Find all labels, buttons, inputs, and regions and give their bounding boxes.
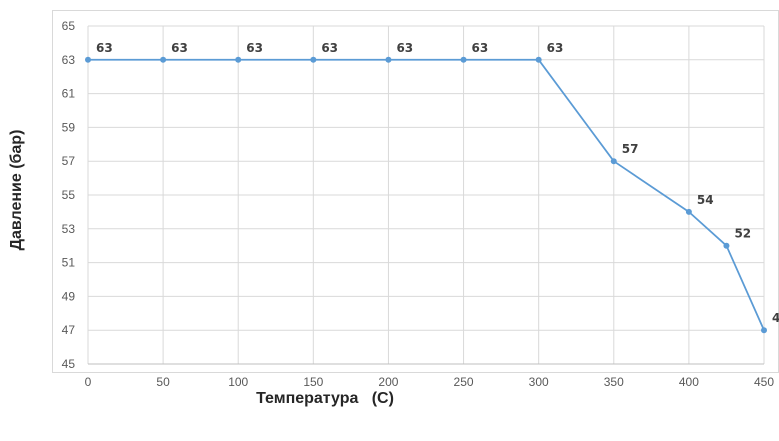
data-label: 63 <box>321 41 338 55</box>
data-point <box>535 56 542 63</box>
x-tick-label: 400 <box>679 375 699 389</box>
x-tick-label: 200 <box>378 375 398 389</box>
data-label: 63 <box>472 41 489 55</box>
x-tick-label: 150 <box>303 375 323 389</box>
y-tick-label: 45 <box>62 357 76 371</box>
data-label: 63 <box>96 41 113 55</box>
gridlines <box>87 25 765 364</box>
x-axis-title: Температура (С) <box>256 390 394 407</box>
data-label: 63 <box>171 41 188 55</box>
data-label: 63 <box>246 41 263 55</box>
data-label: 47 <box>772 311 779 325</box>
data-label: 54 <box>697 193 714 207</box>
data-label: 57 <box>622 142 639 156</box>
y-tick-label: 49 <box>62 289 76 303</box>
data-label: 63 <box>547 41 564 55</box>
x-tick-label: 250 <box>454 375 474 389</box>
data-point <box>723 242 730 249</box>
data-point <box>685 208 692 215</box>
data-series <box>85 56 767 334</box>
y-tick-label: 61 <box>62 87 76 101</box>
data-point <box>385 56 392 63</box>
x-tick-label: 100 <box>228 375 248 389</box>
y-axis-ticks: 45 47 49 51 53 55 57 59 61 63 65 <box>62 19 76 371</box>
y-axis-title-text: Давление (бар) <box>8 129 25 251</box>
data-point <box>85 56 91 63</box>
y-tick-label: 53 <box>62 222 76 236</box>
data-labels: 63 63 63 63 63 63 63 57 54 52 47 <box>96 41 779 325</box>
y-tick-label: 63 <box>62 53 76 67</box>
x-tick-label: 50 <box>156 375 170 389</box>
x-tick-label: 350 <box>604 375 624 389</box>
data-label: 63 <box>396 41 413 55</box>
data-point <box>235 56 242 63</box>
y-tick-label: 57 <box>62 154 76 168</box>
data-point <box>160 56 167 63</box>
data-point <box>610 158 617 165</box>
data-point <box>460 56 467 63</box>
x-tick-label: 300 <box>529 375 549 389</box>
x-axis-ticks: 0 50 100 150 200 250 300 350 400 450 <box>85 375 775 389</box>
data-label: 52 <box>734 227 751 241</box>
data-point <box>761 327 767 334</box>
y-tick-label: 59 <box>62 120 76 134</box>
y-tick-label: 65 <box>62 19 76 33</box>
data-point <box>310 56 317 63</box>
x-tick-label: 0 <box>85 375 92 389</box>
y-tick-label: 47 <box>62 323 76 337</box>
x-tick-label: 450 <box>754 375 774 389</box>
y-tick-label: 51 <box>62 256 76 270</box>
y-tick-label: 55 <box>62 188 76 202</box>
